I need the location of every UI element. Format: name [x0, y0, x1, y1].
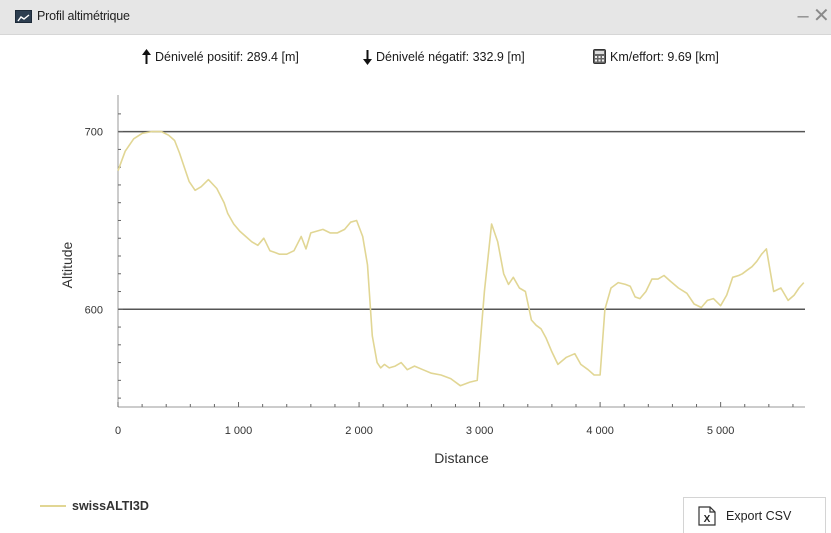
- series-line-swissalti3d: [117, 130, 805, 387]
- y-tick-label: 700: [85, 127, 103, 139]
- x-tick-label: 2 000: [345, 425, 373, 437]
- stat-negative-gain: Dénivelé négatif: 332.9 [m]: [363, 49, 525, 65]
- x-tick-label: 4 000: [586, 425, 614, 437]
- stat-km-effort-label: Km/effort: 9.69 [km]: [610, 49, 719, 64]
- window-title: Profil altimétrique: [37, 9, 130, 23]
- stat-km-effort: Km/effort: 9.69 [km]: [593, 49, 719, 64]
- calculator-icon: [593, 49, 606, 64]
- elevation-chart: 0 1 000 2 000 3 000 4 000 5 000 600 700 Distan…: [0, 80, 831, 480]
- y-tick-label: 600: [85, 304, 103, 316]
- arrow-down-icon: [363, 50, 372, 65]
- x-axis-label: Distance: [434, 450, 489, 466]
- elevation-chart-svg: 0 1 000 2 000 3 000 4 000 5 000 600 700 Distan…: [59, 95, 805, 466]
- legend-swatch: [40, 505, 66, 507]
- stat-positive-gain-label: Dénivelé positif: 289.4 [m]: [155, 50, 299, 64]
- legend-label: swissALTI3D: [72, 499, 149, 513]
- elevation-stats: Dénivelé positif: 289.4 [m] Dénivelé nég…: [0, 49, 831, 71]
- excel-file-icon: X: [698, 505, 716, 526]
- stat-positive-gain: Dénivelé positif: 289.4 [m]: [142, 49, 299, 65]
- minimize-button[interactable]: –: [797, 5, 809, 27]
- svg-text:X: X: [704, 514, 711, 525]
- y-axis-label: Altitude: [59, 241, 75, 288]
- chart-window-icon: [15, 10, 32, 23]
- x-tick-label: 5 000: [707, 425, 735, 437]
- stat-negative-gain-label: Dénivelé négatif: 332.9 [m]: [376, 50, 525, 64]
- export-csv-label: Export CSV: [726, 508, 792, 523]
- x-tick-label: 1 000: [225, 425, 253, 437]
- chart-legend: swissALTI3D: [40, 499, 149, 513]
- close-button[interactable]: ✕: [813, 5, 830, 27]
- arrow-up-icon: [142, 49, 151, 64]
- window-titlebar: Profil altimétrique – ✕: [0, 0, 831, 35]
- x-tick-label: 0: [115, 425, 121, 437]
- export-csv-button[interactable]: X Export CSV: [683, 497, 826, 533]
- x-tick-label: 3 000: [466, 425, 494, 437]
